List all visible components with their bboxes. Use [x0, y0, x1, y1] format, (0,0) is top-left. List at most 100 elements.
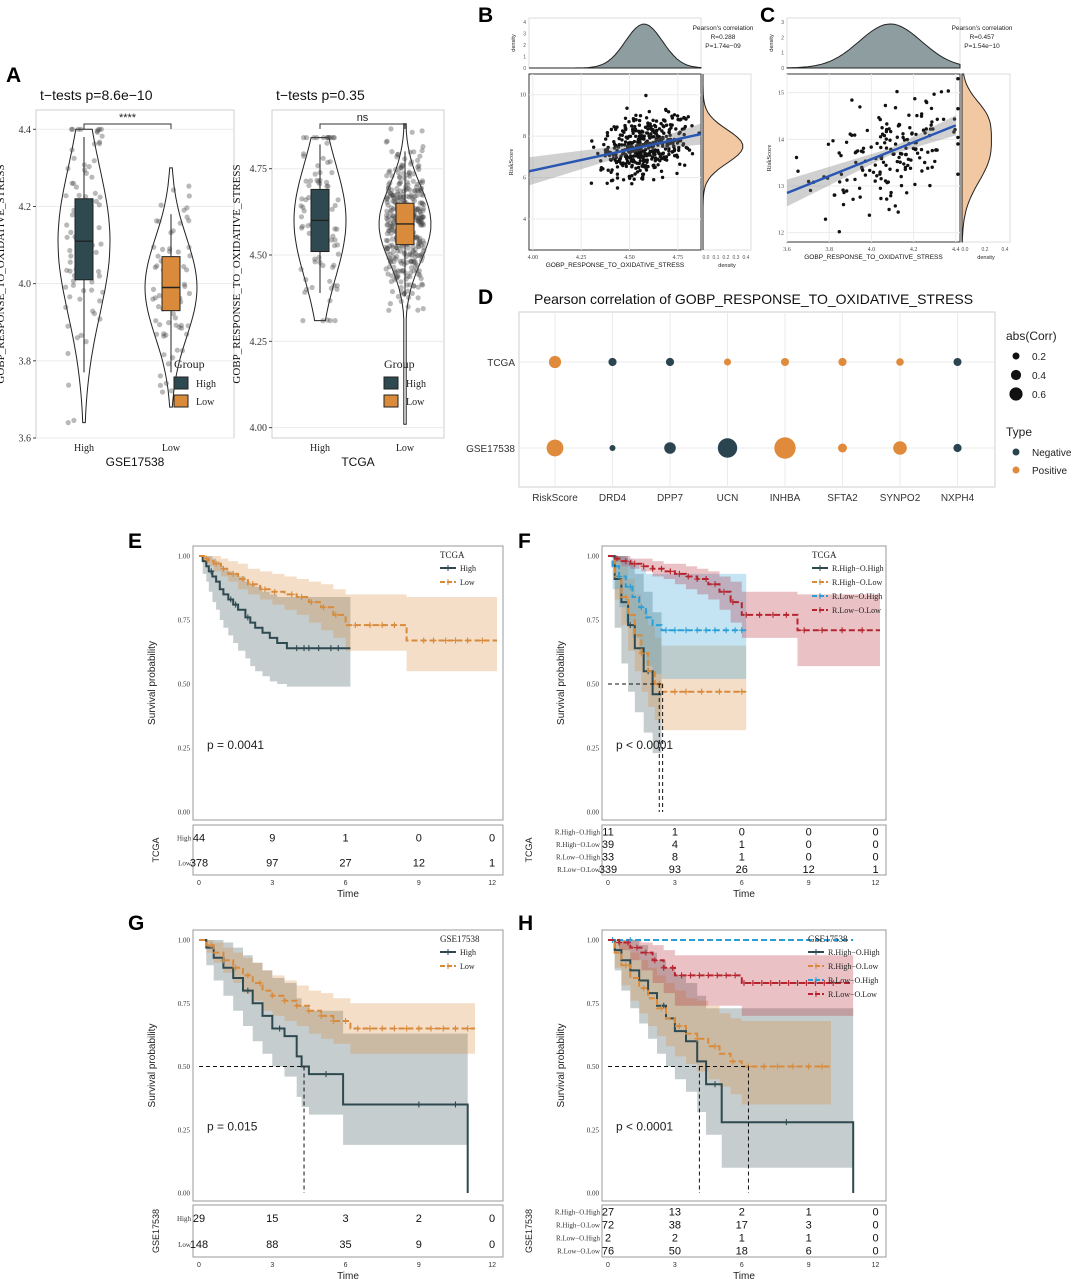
scatter-point	[666, 110, 671, 114]
jitter-point	[78, 126, 84, 132]
jitter-point	[413, 234, 419, 240]
jitter-point	[334, 242, 341, 248]
scatter-point	[637, 161, 641, 166]
jitter-point	[415, 215, 421, 222]
jitter-point	[412, 259, 418, 265]
jitter-point	[154, 263, 160, 269]
legend-label: Low	[460, 962, 475, 971]
scatter-point	[668, 133, 672, 137]
censor-mark	[342, 1017, 349, 1024]
jitter-point	[96, 139, 103, 145]
jitter-point	[418, 212, 424, 218]
scatter-point	[645, 131, 649, 135]
scatter-point	[670, 150, 675, 154]
dot-riskscore-tcga	[548, 355, 562, 369]
jitter-point	[389, 226, 395, 232]
legend-title: Group	[384, 357, 415, 371]
jitter-point	[325, 159, 331, 165]
risk-count: 0	[489, 833, 495, 845]
censor-mark	[440, 1025, 447, 1032]
scatter-point	[606, 168, 610, 172]
km-plot-area	[192, 545, 504, 821]
jitter-point	[388, 205, 394, 211]
jitter-point	[407, 187, 413, 193]
censor-mark	[667, 568, 674, 575]
jitter-point	[91, 141, 98, 147]
jitter-point	[389, 273, 395, 279]
scatter-point	[641, 172, 646, 176]
jitter-point	[65, 420, 71, 426]
p-value: p = 0.015	[207, 1120, 258, 1134]
jitter-point	[94, 129, 101, 135]
scatter-point	[920, 169, 924, 173]
dot-dpp7-tcga	[665, 357, 675, 367]
risk-row-label: R.High−O.Low	[556, 841, 601, 849]
censor-mark	[769, 611, 776, 618]
density-tick-label: 2	[523, 43, 526, 49]
censor-mark	[305, 1007, 312, 1014]
scatter-point	[888, 167, 892, 171]
scatter-point	[629, 159, 633, 163]
jitter-point	[406, 170, 412, 176]
censor-mark	[318, 1012, 325, 1019]
jitter-point	[397, 248, 404, 254]
scatter-point	[850, 133, 854, 137]
scatter-point	[641, 162, 645, 167]
x-tick-label: High	[310, 443, 330, 454]
risk-count: 1	[739, 851, 745, 863]
risk-count: 0	[806, 839, 812, 851]
jitter-point	[304, 286, 310, 292]
jitter-point	[386, 169, 392, 175]
scatter-point	[665, 158, 669, 162]
scatter-point	[646, 127, 650, 131]
scatter-point	[627, 161, 631, 165]
scatter-point	[682, 127, 686, 131]
scatter-point	[675, 114, 680, 118]
scatter-point	[667, 149, 671, 153]
scatter-point	[861, 146, 866, 150]
jitter-point	[89, 287, 95, 293]
scatter-point	[650, 129, 655, 133]
x-tick-label: Low	[162, 443, 181, 454]
jitter-point	[411, 259, 417, 265]
jitter-point	[420, 282, 426, 288]
y-tick-label: 0.75	[587, 617, 600, 625]
jitter-point	[419, 222, 425, 228]
jitter-point	[301, 208, 307, 214]
legend-label: High	[460, 948, 476, 957]
risk-count: 15	[266, 1213, 278, 1225]
jitter-point	[395, 274, 401, 280]
scatter-point	[638, 114, 643, 118]
jitter-point	[395, 191, 401, 197]
jitter-point	[327, 278, 333, 284]
scatter-point	[935, 117, 939, 122]
y-tick-label: 12	[778, 231, 784, 237]
dot-nxph4-tcga	[953, 358, 962, 366]
density-tick-label: 0.2	[723, 255, 730, 261]
scatter-point	[873, 163, 877, 167]
jitter-point	[420, 144, 426, 150]
jitter-point	[186, 218, 192, 224]
jitter-point	[421, 240, 427, 246]
jitter-point	[397, 174, 403, 180]
x-tick-label: 0	[606, 880, 610, 887]
jitter-point	[178, 322, 184, 328]
scatter-point	[867, 213, 872, 217]
scatter-point	[652, 135, 656, 139]
jitter-point	[417, 153, 423, 159]
y-tick-label: 0.00	[178, 809, 191, 817]
jitter-point	[420, 208, 426, 214]
p-value: p < 0.0001	[616, 1120, 673, 1134]
jitter-point	[170, 311, 176, 317]
jitter-point	[327, 298, 333, 304]
jitter-point	[420, 220, 426, 226]
legend-label: R.High−O.High	[832, 564, 884, 573]
jitter-point	[314, 177, 320, 183]
jitter-point	[409, 258, 415, 264]
scatter-point	[868, 168, 872, 173]
y-tick-label: 8	[523, 134, 526, 140]
x-tick-label: 4.50	[624, 255, 635, 261]
censor-mark	[649, 565, 656, 572]
legend-label: Positive	[1032, 466, 1067, 477]
jitter-point	[387, 301, 393, 307]
